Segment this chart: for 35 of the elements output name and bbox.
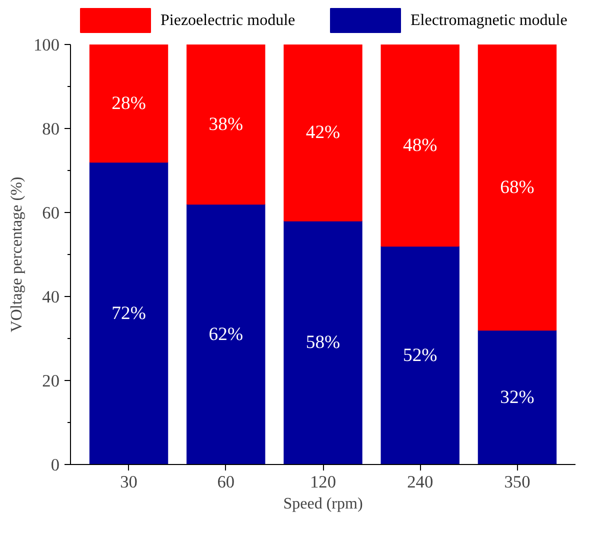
y-tick-label: 60 [42, 204, 60, 222]
bar [284, 44, 362, 222]
data-label: 72% [112, 302, 146, 324]
bar [186, 44, 266, 205]
bar [186, 204, 266, 464]
bar [478, 330, 557, 464]
bar [478, 44, 557, 331]
y-tick-label: 40 [42, 288, 60, 306]
y-tick-label: 20 [42, 372, 60, 390]
data-label: 52% [403, 344, 438, 366]
bar [380, 246, 460, 464]
x-tick-label: 350 [504, 472, 530, 492]
data-label: 32% [500, 386, 534, 408]
y-tick-label: 0 [50, 456, 60, 474]
y-tick-label: 100 [34, 36, 60, 54]
data-label: 62% [208, 324, 243, 345]
y-tick-label: 80 [42, 120, 60, 138]
legend-label: Piezoelectric module [160, 12, 296, 29]
bar [284, 220, 362, 464]
data-label: 38% [208, 114, 243, 135]
x-tick-label: 30 [120, 472, 138, 492]
bar [380, 44, 460, 247]
data-label: 58% [306, 332, 340, 354]
x-tick-label: 240 [407, 472, 434, 492]
data-label: 28% [112, 92, 146, 114]
x-tick-label: 120 [310, 472, 336, 492]
data-label: 42% [306, 122, 340, 144]
bar [89, 44, 168, 163]
x-axis-title: Speed (rpm) [283, 496, 363, 512]
x-tick-label: 60 [217, 472, 235, 492]
legend-label: Electromagnetic module [410, 12, 568, 29]
data-label: 68% [500, 176, 534, 198]
data-label: 48% [403, 134, 438, 156]
bar [89, 162, 168, 464]
y-axis-title: VOltage percentage (%) [8, 176, 26, 332]
